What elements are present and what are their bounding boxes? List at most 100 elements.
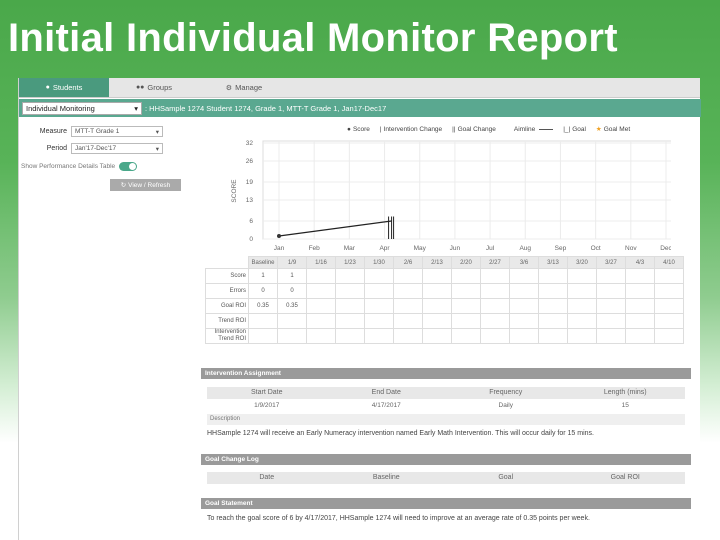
column-header: 1/9 — [277, 256, 307, 269]
plot-frame — [262, 140, 671, 240]
table-cell — [538, 313, 568, 329]
table-cell — [654, 298, 684, 314]
intervention-description: HHSample 1274 will receive an Early Nume… — [207, 430, 594, 437]
score-point — [277, 234, 281, 238]
cell: 4/17/2017 — [371, 402, 401, 409]
measure-select[interactable]: MTT-T Grade 1 ▾ — [71, 126, 163, 137]
column-header: 2/20 — [451, 256, 481, 269]
row-label: Intervention Trend ROI — [205, 328, 249, 344]
table-cell — [509, 298, 539, 314]
cell: 1/9/2017 — [254, 402, 280, 409]
group-icon: ●● — [135, 84, 145, 91]
header-cell: End Date — [371, 389, 401, 396]
y-tick-label: 32 — [246, 140, 254, 147]
cell: 15 — [621, 402, 629, 409]
period-label: Period — [46, 145, 67, 152]
x-tick-label: Sep — [555, 245, 567, 252]
header-cell: Date — [259, 474, 275, 481]
period-select[interactable]: Jan'17-Dec'17 ▾ — [71, 143, 163, 154]
table-cell — [596, 268, 626, 284]
column-header: 3/20 — [567, 256, 597, 269]
table-cell — [306, 268, 336, 284]
goal-statement-text: To reach the goal score of 6 by 4/17/201… — [207, 515, 590, 522]
table-cell — [625, 298, 655, 314]
table-cell — [364, 328, 394, 344]
table-cell — [393, 298, 423, 314]
table-cell — [451, 268, 481, 284]
table-row: Score 1 1 — [205, 268, 684, 284]
table-cell: 0.35 — [248, 298, 278, 314]
x-tick-label: Oct — [591, 245, 601, 252]
header-cell: Goal — [498, 474, 514, 481]
measure-value: MTT-T Grade 1 — [75, 128, 120, 135]
table-cell — [480, 283, 510, 299]
score-chart: 0 6 13 19 26 32 Jan Feb Mar Apr May Jun Jul Aug Sep Oct… — [231, 140, 671, 252]
column-header: Baseline — [248, 256, 278, 269]
table-cell — [654, 313, 684, 329]
table-cell — [451, 328, 481, 344]
legend-score: ● Score — [347, 125, 370, 133]
table-cell — [509, 328, 539, 344]
table-cell — [248, 313, 278, 329]
table-cell — [364, 283, 394, 299]
table-cell — [422, 313, 452, 329]
view-refresh-button[interactable]: ↻ View / Refresh — [110, 179, 181, 191]
table-cell — [451, 283, 481, 299]
intervention-row: 1/9/2017 4/17/2017 Daily 15 — [207, 400, 685, 411]
y-tick-label: 6 — [249, 218, 253, 225]
y-axis-label: SCORE — [231, 179, 238, 203]
table-cell — [306, 313, 336, 329]
header-cell: Length (mins) — [603, 389, 647, 396]
aimline — [278, 220, 392, 237]
table-cell — [567, 313, 597, 329]
table-cell — [480, 268, 510, 284]
table-cell — [335, 283, 365, 299]
table-cell — [480, 298, 510, 314]
table-cell — [335, 328, 365, 344]
x-tick-label: Jun — [450, 245, 461, 252]
tab-label: Manage — [235, 83, 263, 92]
x-tick-label: Aug — [519, 245, 531, 252]
goal-log-section-header: Goal Change Log — [201, 454, 691, 465]
tab-students[interactable]: ● Students — [19, 78, 109, 97]
tab-manage[interactable]: ⚙ Manage — [199, 78, 289, 97]
double-bar-icon: || — [452, 125, 456, 133]
table-cell — [596, 328, 626, 344]
table-cell — [509, 283, 539, 299]
column-header: 3/13 — [538, 256, 568, 269]
row-label: Trend ROI — [205, 313, 249, 329]
row-label: Goal ROI — [205, 298, 249, 314]
table-cell — [654, 283, 684, 299]
table-cell — [393, 268, 423, 284]
table-cell — [654, 328, 684, 344]
intervention-header-row: Start Date End Date Frequency Length (mi… — [207, 387, 685, 399]
monitoring-type-select[interactable]: Individual Monitoring ▾ — [22, 101, 142, 115]
period-value: Jan'17-Dec'17 — [75, 145, 117, 152]
table-cell — [422, 283, 452, 299]
chart-legend: ● Score | Intervention Change || Goal Chang… — [347, 125, 630, 134]
tab-groups[interactable]: ●● Groups — [109, 78, 199, 97]
x-tick-label: Mar — [344, 245, 356, 252]
table-cell — [509, 313, 539, 329]
table-header-row: Baseline 1/9 1/16 1/23 1/30 2/6 2/13 2/20 2/27 3/… — [205, 256, 684, 269]
table-cell — [306, 283, 336, 299]
user-icon: ● — [45, 84, 50, 91]
details-table-toggle[interactable] — [119, 162, 138, 171]
table-cell — [625, 313, 655, 329]
bracket-icon: |_| — [563, 125, 571, 133]
column-header: 2/13 — [422, 256, 452, 269]
view-refresh-label: View / Refresh — [128, 181, 171, 189]
table-cell — [422, 268, 452, 284]
y-tick-label: 13 — [246, 197, 254, 204]
cell: Daily — [498, 402, 513, 409]
table-cell — [335, 313, 365, 329]
table-cell — [567, 298, 597, 314]
student-selector-bar: Individual Monitoring ▾ : HHSample 1274 … — [19, 99, 701, 117]
table-cell — [625, 283, 655, 299]
table-cell — [596, 298, 626, 314]
column-header: 3/6 — [509, 256, 539, 269]
table-cell — [393, 328, 423, 344]
column-header: 2/27 — [480, 256, 510, 269]
table-cell — [596, 313, 626, 329]
table-cell: 0.35 — [277, 298, 307, 314]
